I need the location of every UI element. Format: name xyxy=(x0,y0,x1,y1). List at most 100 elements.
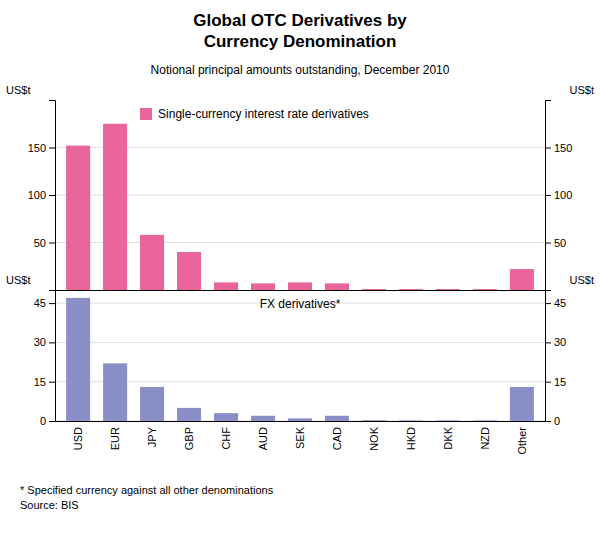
grid xyxy=(55,303,545,421)
tick: 50 xyxy=(34,237,55,249)
x-axis: USD EUR JPY GBP CHF AUD SEK CAD NOK HKD DKK NZD Othe… xyxy=(56,421,546,455)
tick: 15 xyxy=(545,376,566,388)
tick: NZD xyxy=(479,421,491,450)
tick-label: 100 xyxy=(554,189,572,201)
bar xyxy=(103,124,127,290)
tick-mark xyxy=(49,421,55,422)
bar xyxy=(436,289,460,290)
tick: 30 xyxy=(34,336,55,348)
series xyxy=(66,124,534,290)
tick: 50 xyxy=(545,237,566,249)
tick-label: Other xyxy=(516,427,528,455)
tick: 15 xyxy=(34,376,55,388)
y-axis-left: 50100150 xyxy=(28,101,56,291)
tick: CHF xyxy=(220,421,232,450)
tick-label: 45 xyxy=(34,297,46,309)
legend-swatch xyxy=(140,108,152,120)
tick-label: 50 xyxy=(554,237,566,249)
tick-mark xyxy=(49,303,55,304)
legend-label: Single-currency interest rate derivative… xyxy=(158,107,369,121)
tick-label: GBP xyxy=(183,427,195,450)
tick-label: USD xyxy=(72,427,84,450)
tick-label: 30 xyxy=(34,336,46,348)
axis-line xyxy=(49,291,56,422)
grid-line xyxy=(55,381,545,382)
tick: EUR xyxy=(109,421,121,450)
tick-label: 50 xyxy=(34,237,46,249)
tick-label: DKK xyxy=(442,426,454,449)
tick-label: SEK xyxy=(294,426,306,449)
legend: Single-currency interest rate derivative… xyxy=(140,107,369,121)
bar xyxy=(177,408,201,421)
tick-label: EUR xyxy=(109,427,121,450)
bar xyxy=(251,283,275,290)
bar xyxy=(140,235,164,290)
bar xyxy=(436,420,460,421)
bars xyxy=(66,124,534,290)
tick-mark xyxy=(545,342,551,343)
y-axis-left: 0 15 30 45 xyxy=(34,291,56,428)
grid-line xyxy=(55,342,545,343)
bar xyxy=(177,252,201,290)
bar xyxy=(66,146,90,290)
grid-line xyxy=(55,147,545,148)
tick: 150 xyxy=(545,142,572,154)
footnote: * Specified currency against all other d… xyxy=(20,484,274,511)
tick: 0 xyxy=(545,415,560,427)
tick-label: HKD xyxy=(405,427,417,450)
tick: 45 xyxy=(34,297,55,309)
tick-mark xyxy=(545,303,551,304)
tick-mark xyxy=(49,382,55,383)
subtitle: Notional principal amounts outstanding, … xyxy=(151,63,450,77)
bar xyxy=(399,289,423,290)
bar xyxy=(140,387,164,421)
tick: 45 xyxy=(545,297,566,309)
tick-label: CHF xyxy=(220,427,232,450)
y-axis-label: US$t xyxy=(6,274,30,286)
tick-mark xyxy=(545,148,551,149)
axis-line xyxy=(49,101,56,291)
bar xyxy=(473,420,497,421)
bar xyxy=(473,289,497,290)
tick-label: 15 xyxy=(554,376,566,388)
y-axis-right: 0 15 30 45 xyxy=(545,291,566,428)
tick-label: 150 xyxy=(28,142,46,154)
bar xyxy=(288,282,312,290)
title: Global OTC Derivatives byCurrency Denomi… xyxy=(193,11,407,51)
bar xyxy=(288,418,312,421)
tick-label: JPY xyxy=(146,426,158,447)
bar xyxy=(325,283,349,290)
tick-label: NOK xyxy=(368,426,380,451)
y-axis-label: US$t xyxy=(6,84,30,96)
tick: 30 xyxy=(545,336,566,348)
bar xyxy=(510,269,534,290)
tick-label: 15 xyxy=(34,376,46,388)
tick-label: 150 xyxy=(554,142,572,154)
tick: CAD xyxy=(331,421,343,450)
bar xyxy=(399,420,423,421)
tick-label: 0 xyxy=(40,415,46,427)
panel: 5010015050100150US$tUS$tSingle-currency … xyxy=(6,84,594,291)
bar xyxy=(103,363,127,421)
tick-mark xyxy=(49,243,55,244)
tick: AUD xyxy=(257,421,269,450)
axis-line xyxy=(546,101,552,291)
tick-mark xyxy=(545,421,551,422)
bars xyxy=(66,298,534,421)
tick-mark xyxy=(49,195,55,196)
tick-mark xyxy=(545,195,551,196)
tick: 150 xyxy=(28,142,55,154)
tick: Other xyxy=(516,421,528,455)
tick: SEK xyxy=(294,421,306,449)
bar xyxy=(510,387,534,421)
bar xyxy=(362,289,386,290)
bar xyxy=(251,416,275,421)
tick: NOK xyxy=(368,421,380,451)
panel: USD EUR JPY GBP CHF AUD SEK CAD NOK HKD DKK NZD Othe… xyxy=(6,274,594,455)
tick-label: 45 xyxy=(554,297,566,309)
x-axis xyxy=(56,290,546,291)
tick-mark xyxy=(545,243,551,244)
tick-mark xyxy=(49,148,55,149)
axis-line xyxy=(56,290,546,291)
tick: HKD xyxy=(405,421,417,450)
